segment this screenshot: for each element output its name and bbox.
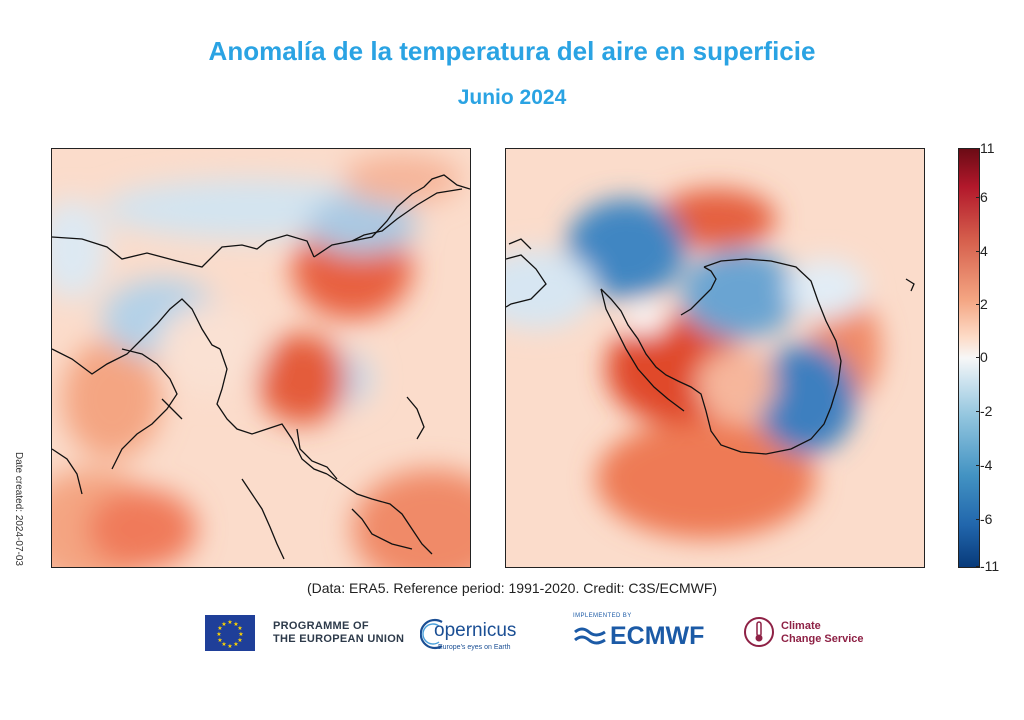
- map-south-polar: [505, 148, 925, 568]
- colorbar: [958, 148, 980, 568]
- svg-text:★: ★: [216, 631, 221, 638]
- credits-line: (Data: ERA5. Reference period: 1991-2020…: [306, 580, 718, 596]
- svg-text:★: ★: [217, 637, 222, 644]
- colorbar-tick-2: 2: [976, 296, 988, 312]
- ccs-wordmark: Climate Change Service: [781, 620, 864, 646]
- copernicus-logo: opernicus Europe's eyes on Earth: [420, 612, 540, 656]
- copernicus-tagline: Europe's eyes on Earth: [438, 644, 511, 651]
- map-north-polar: [51, 148, 471, 568]
- svg-text:★: ★: [227, 619, 232, 626]
- map-south-svg: [506, 149, 924, 567]
- ccs-line-2: Change Service: [781, 633, 864, 645]
- copernicus-c-icon: [420, 618, 443, 650]
- colorbar-tick-minus4: -4: [975, 457, 993, 473]
- svg-text:★: ★: [238, 631, 243, 638]
- colorbar-tick-11: 11: [976, 140, 995, 156]
- svg-text:★: ★: [237, 625, 242, 632]
- svg-text:★: ★: [227, 643, 232, 650]
- map-south-anomaly-field: [506, 189, 881, 539]
- svg-text:★: ★: [221, 621, 226, 628]
- ccs-line-1: Climate: [781, 620, 821, 632]
- colorbar-tick-minus11: -11: [975, 558, 1000, 574]
- copernicus-wordmark: opernicus: [434, 620, 517, 641]
- svg-text:★: ★: [217, 625, 222, 632]
- colorbar-tick-0: 0: [976, 349, 988, 365]
- page-title: Anomalía de la temperatura del aire en s…: [208, 36, 816, 66]
- logo-strip: ★ ★ ★ ★ ★ ★ ★ ★ ★ ★ ★ ★ PROGRAMME OF THE EUROPEA…: [0, 612, 1024, 662]
- eu-line-1: PROGRAMME OF: [273, 620, 369, 632]
- ecmwf-wave-icon: [574, 627, 606, 645]
- thermometer-icon: [744, 617, 774, 647]
- date-created-label: Date created: 2024-07-03: [13, 452, 24, 566]
- map-north-coastlines: [52, 174, 470, 560]
- map-south-coastlines: [506, 238, 915, 455]
- svg-text:★: ★: [237, 637, 242, 644]
- colorbar-tick-minus2: -2: [975, 403, 993, 419]
- ecmwf-wordmark: ECMWF: [610, 622, 705, 650]
- map-north-svg: [52, 149, 470, 567]
- colorbar-tick-4: 4: [976, 243, 988, 259]
- eu-line-2: THE EUROPEAN UNION: [273, 633, 405, 645]
- svg-text:★: ★: [221, 641, 226, 648]
- ecmwf-implemented-by: IMPLEMENTED BY: [573, 613, 632, 619]
- page-subtitle: Junio 2024: [457, 86, 567, 109]
- map-north-anomaly-field: [52, 154, 470, 567]
- svg-text:★: ★: [233, 641, 238, 648]
- svg-text:★: ★: [233, 621, 238, 628]
- colorbar-tick-minus6: -6: [975, 511, 993, 527]
- colorbar-tick-6: 6: [976, 189, 988, 205]
- eu-programme-text: PROGRAMME OF THE EUROPEAN UNION: [273, 620, 404, 646]
- eu-flag-icon: ★ ★ ★ ★ ★ ★ ★ ★ ★ ★ ★ ★: [205, 615, 255, 651]
